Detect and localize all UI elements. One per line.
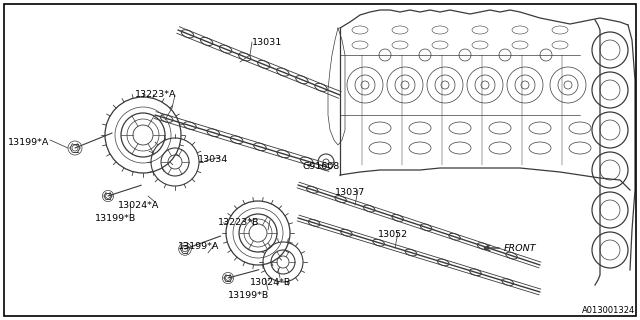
Text: 13223*A: 13223*A	[135, 90, 177, 99]
Text: 13199*B: 13199*B	[95, 214, 136, 223]
Text: 13034: 13034	[198, 155, 228, 164]
Text: 13199*B: 13199*B	[228, 291, 269, 300]
Text: G91608: G91608	[302, 162, 339, 171]
Text: 13052: 13052	[378, 230, 408, 239]
Text: FRONT: FRONT	[504, 244, 536, 253]
Text: 13031: 13031	[252, 38, 282, 47]
Text: A013001324: A013001324	[582, 306, 635, 315]
Text: 13199*A: 13199*A	[178, 242, 220, 251]
Text: 13037: 13037	[335, 188, 365, 197]
Text: 13223*B: 13223*B	[218, 218, 259, 227]
Text: 13024*A: 13024*A	[118, 201, 159, 210]
Text: 13024*B: 13024*B	[250, 278, 291, 287]
Text: 13199*A: 13199*A	[8, 138, 49, 147]
